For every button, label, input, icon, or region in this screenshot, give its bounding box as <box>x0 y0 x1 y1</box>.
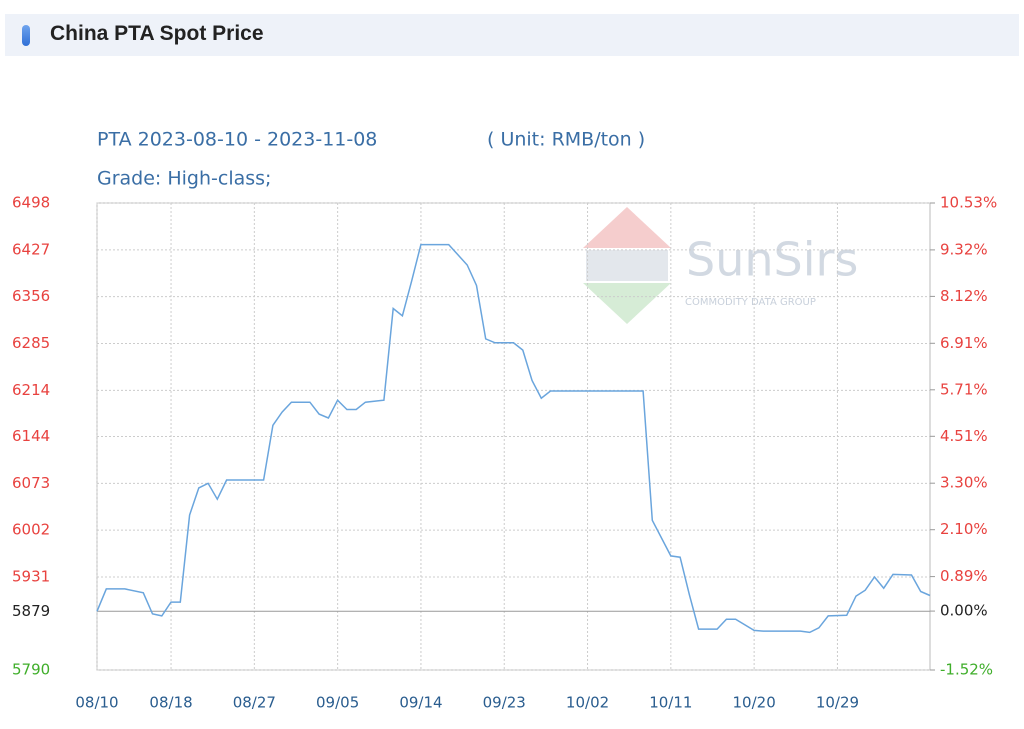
chart-subtitle: Grade: High-class; <box>97 168 271 190</box>
x-tick-label: 09/14 <box>399 694 442 712</box>
watermark-name: SunSirs <box>686 233 858 287</box>
y-tick-label: 5931 <box>12 567 50 585</box>
x-tick-label: 09/23 <box>483 694 526 712</box>
y-tick-label: 6002 <box>12 521 50 539</box>
y-tick-label: 6356 <box>12 287 50 305</box>
x-tick-label: 08/27 <box>233 694 276 712</box>
watermark-tagline: COMMODITY DATA GROUP <box>685 297 816 308</box>
y2-tick-label: 3.30% <box>940 474 988 492</box>
x-tick-label: 10/11 <box>649 694 692 712</box>
y2-tick-label: 4.51% <box>940 427 988 445</box>
header-title: China PTA Spot Price <box>50 22 264 45</box>
y-tick-label: 6285 <box>12 334 50 352</box>
y2-tick-label: 5.71% <box>940 380 988 398</box>
x-tick-label: 08/18 <box>149 694 192 712</box>
y-tick-label: 6144 <box>12 427 50 445</box>
header-icon <box>22 25 30 46</box>
y-tick-label: 6427 <box>12 240 50 258</box>
x-tick-label: 08/10 <box>75 694 118 712</box>
y-tick-label: 6214 <box>12 381 50 399</box>
price-line <box>96 243 931 634</box>
x-tick-label: 10/02 <box>566 694 609 712</box>
y2-tick-label: 8.12% <box>940 287 988 305</box>
y2-tick-label: -1.52% <box>940 661 993 679</box>
y2-tick-label: 0.89% <box>940 567 988 585</box>
y2-tick-label: 10.53% <box>940 194 997 212</box>
y-tick-label: 6498 <box>12 194 50 212</box>
x-tick-label: 10/20 <box>733 694 776 712</box>
y2-tick-label: 9.32% <box>940 240 988 258</box>
y-tick-label: 5879 <box>12 602 50 620</box>
chart-unit: ( Unit: RMB/ton ) <box>487 129 645 151</box>
header-bar: China PTA Spot Price <box>5 14 1019 56</box>
watermark-logo <box>583 207 671 324</box>
x-tick-label: 09/05 <box>316 694 359 712</box>
x-tick-label: 10/29 <box>816 694 859 712</box>
y2-tick-label: 2.10% <box>940 520 988 538</box>
chart-title: PTA 2023-08-10 - 2023-11-08 <box>97 129 377 151</box>
y-tick-label: 6073 <box>12 474 50 492</box>
y-tick-label: 5790 <box>12 661 50 679</box>
y2-tick-label: 0.00% <box>940 602 988 620</box>
y2-tick-label: 6.91% <box>940 334 988 352</box>
